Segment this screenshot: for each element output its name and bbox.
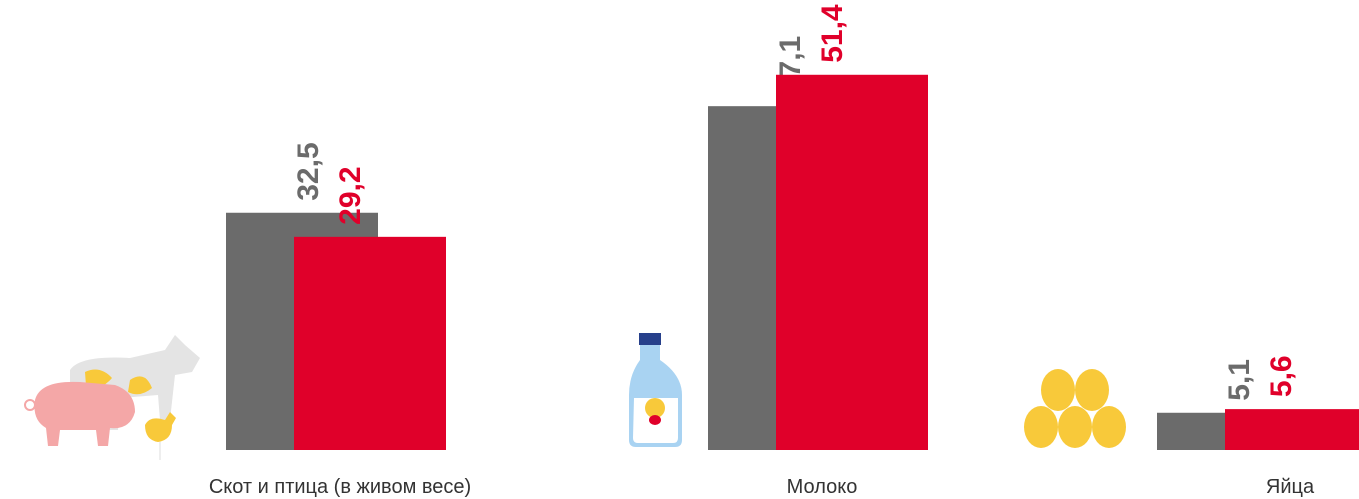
bar [776,74,928,450]
value-label: 5,1 [1223,359,1256,401]
x-tick-label: Скот и птица (в живом весе) [209,476,471,498]
eggs-icon [1024,369,1126,448]
x-tick-label: Яйца [1266,476,1315,498]
bar [294,236,446,450]
x-tick-label: Молоко [787,476,858,498]
bar [1225,409,1359,450]
value-label: 29,2 [334,166,367,224]
value-label: 5,6 [1265,355,1298,397]
value-label: 51,4 [816,4,849,63]
milk-icon [629,333,682,447]
value-label: 32,5 [292,142,325,200]
livestock-icon [24,335,200,460]
